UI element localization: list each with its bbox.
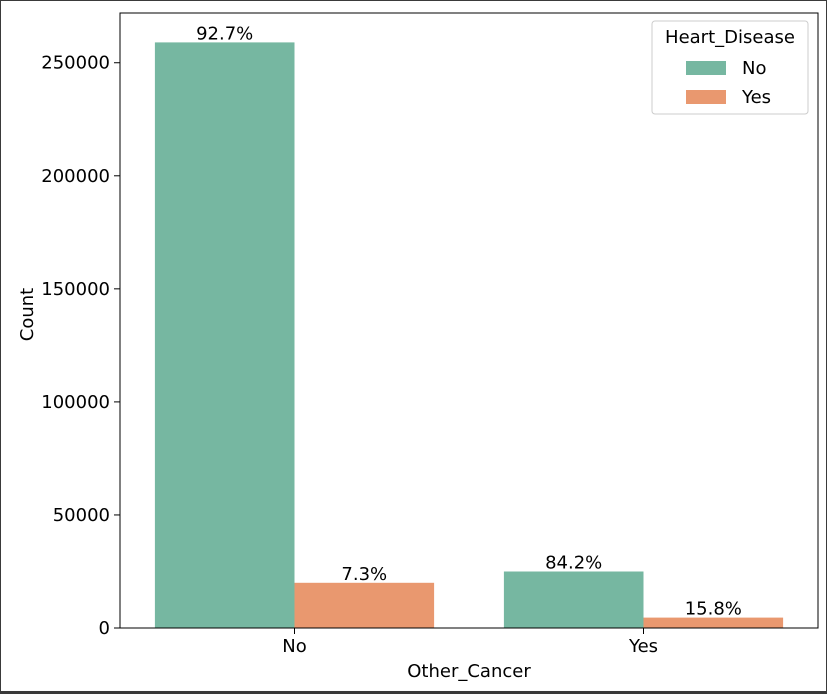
y-axis: 0 50000 100000 150000 200000 250000 [41, 53, 120, 639]
y-axis-label: Count [17, 288, 38, 341]
y-tick-label: 0 [99, 618, 110, 639]
legend-label-yes: Yes [741, 87, 771, 108]
bar-no-no [154, 42, 295, 628]
bar-no-yes [294, 582, 435, 628]
legend-swatch-yes [686, 90, 726, 104]
x-axis-label: Other_Cancer [407, 661, 531, 682]
bar-labels-group: 92.7% 7.3% 84.2% 15.8% [196, 23, 742, 619]
bar-data-label: 15.8% [685, 599, 742, 620]
legend-swatch-no [686, 61, 726, 75]
bars-group [154, 42, 784, 628]
bar-data-label: 92.7% [196, 23, 253, 44]
bar-yes-no [503, 571, 644, 628]
x-tick-label: No [282, 636, 306, 657]
y-tick-label: 200000 [41, 166, 110, 187]
legend-title: Heart_Disease [665, 27, 795, 48]
bar-data-label: 7.3% [341, 564, 387, 585]
x-tick-label: Yes [628, 636, 658, 657]
legend-label-no: No [742, 58, 766, 79]
x-axis: No Yes [282, 628, 658, 657]
y-tick-label: 100000 [41, 392, 110, 413]
y-tick-label: 50000 [53, 505, 110, 526]
bar-yes-yes [643, 617, 784, 628]
legend-items: No Yes [686, 58, 771, 108]
plot-border [119, 12, 819, 629]
y-tick-label: 150000 [41, 279, 110, 300]
legend: Heart_Disease No Yes [651, 20, 809, 115]
y-tick-label: 250000 [41, 53, 110, 74]
bar-data-label: 84.2% [545, 553, 602, 574]
